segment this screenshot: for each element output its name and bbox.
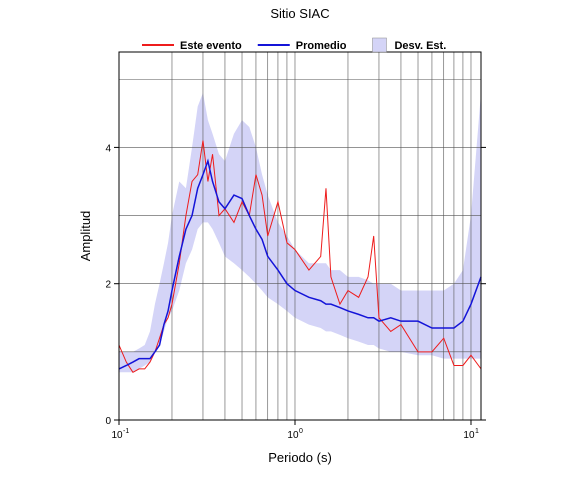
y-tick-label: 4 bbox=[105, 143, 111, 154]
plot-frame bbox=[118, 51, 482, 421]
y-axis-label: Amplitud bbox=[78, 211, 93, 262]
chart-title: Sitio SIAC bbox=[270, 6, 329, 21]
std-band bbox=[119, 92, 481, 373]
x-tick-label: 10 bbox=[463, 430, 475, 441]
x-tick-exponent: -1 bbox=[123, 428, 129, 435]
legend-label: Este evento bbox=[180, 40, 242, 52]
x-tick-exponent: 1 bbox=[475, 428, 479, 435]
x-tick-exponent: 0 bbox=[299, 428, 303, 435]
legend-swatch bbox=[372, 37, 387, 53]
y-tick-label: 0 bbox=[105, 416, 111, 427]
legend-label: Desv. Est. bbox=[394, 40, 446, 52]
series-line bbox=[118, 158, 482, 370]
y-tick-label: 2 bbox=[105, 280, 111, 291]
legend-label: Promedio bbox=[296, 40, 347, 52]
x-axis-label: Periodo (s) bbox=[268, 450, 332, 465]
legend: Este evento Promedio Desv. Est. bbox=[142, 37, 446, 53]
x-tick-label: 10 bbox=[287, 430, 299, 441]
x-tick-label: 10 bbox=[111, 430, 123, 441]
